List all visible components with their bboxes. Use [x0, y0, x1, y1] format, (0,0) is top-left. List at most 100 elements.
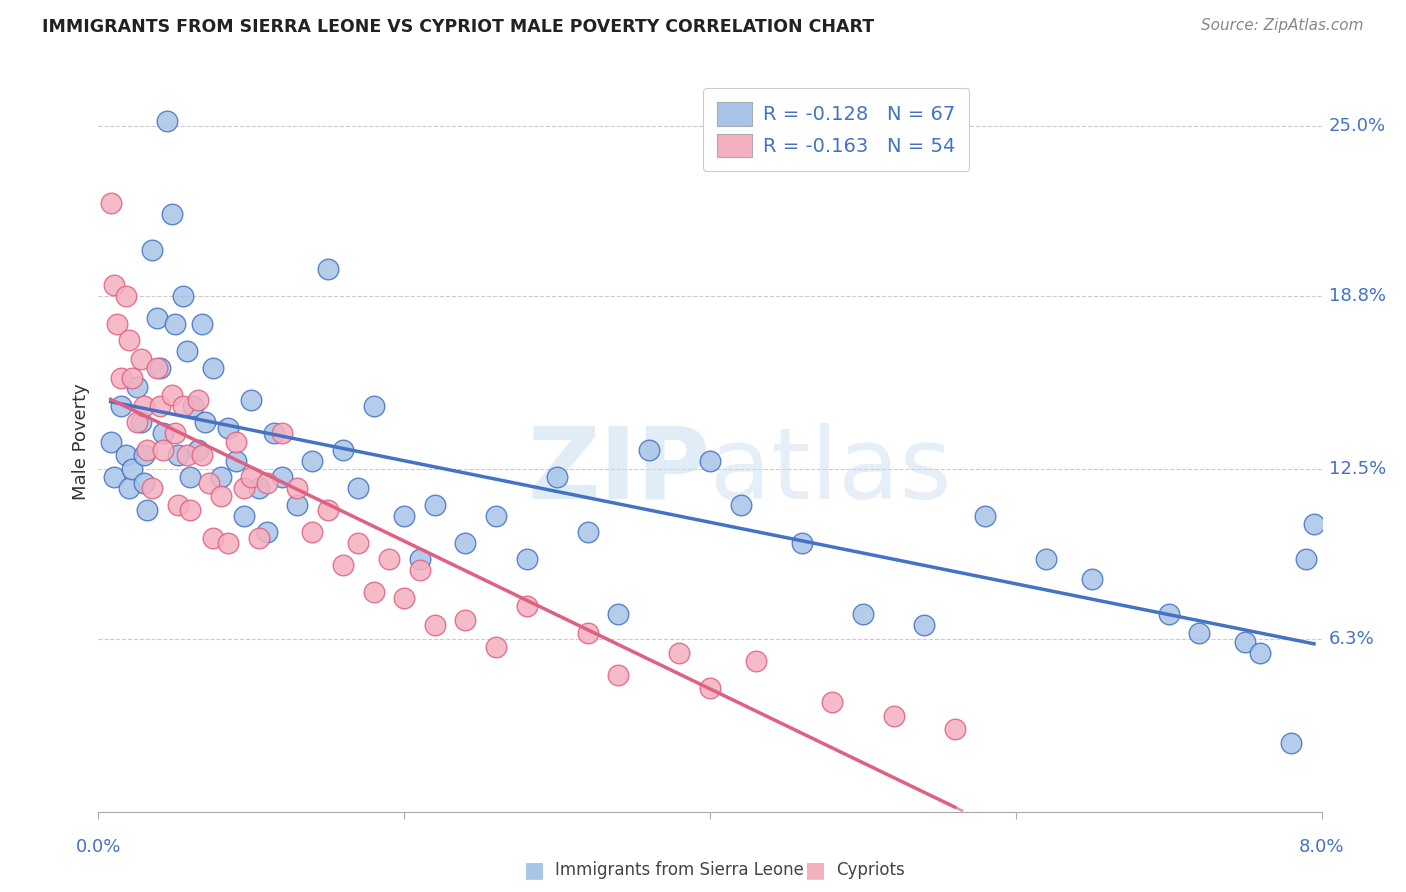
- Point: [852, 607, 875, 622]
- Point: [197, 475, 219, 490]
- Point: [270, 470, 294, 484]
- Point: [160, 207, 183, 221]
- Text: 12.5%: 12.5%: [1329, 460, 1386, 478]
- Point: [516, 552, 538, 566]
- Point: [134, 399, 156, 413]
- Point: [176, 344, 198, 359]
- Point: [136, 442, 159, 457]
- Point: [187, 393, 209, 408]
- Point: [301, 454, 323, 468]
- Point: [172, 399, 194, 413]
- Point: [883, 708, 905, 723]
- Text: 6.3%: 6.3%: [1329, 630, 1375, 648]
- Point: [134, 448, 156, 462]
- Text: Source: ZipAtlas.com: Source: ZipAtlas.com: [1201, 18, 1364, 33]
- Point: [408, 552, 430, 566]
- Point: [179, 470, 201, 484]
- Point: [576, 626, 599, 640]
- Point: [256, 524, 278, 539]
- Point: [912, 618, 935, 632]
- Point: [110, 399, 132, 413]
- Point: [129, 415, 152, 429]
- Point: [191, 448, 214, 462]
- Point: [105, 317, 128, 331]
- Point: [225, 434, 247, 449]
- Point: [118, 333, 141, 347]
- Point: [301, 524, 323, 539]
- Point: [176, 448, 198, 462]
- Point: [115, 448, 138, 462]
- Point: [485, 640, 508, 655]
- Point: [270, 426, 294, 441]
- Point: [974, 508, 997, 523]
- Point: [136, 503, 159, 517]
- Point: [232, 508, 254, 523]
- Point: [103, 278, 125, 293]
- Text: 18.8%: 18.8%: [1329, 287, 1386, 305]
- Point: [247, 531, 270, 545]
- Point: [179, 503, 201, 517]
- Point: [100, 434, 122, 449]
- Point: [152, 426, 174, 441]
- Point: [209, 489, 232, 503]
- Point: [141, 481, 163, 495]
- Point: [247, 481, 270, 495]
- Point: [332, 442, 354, 457]
- Point: [347, 536, 370, 550]
- Point: [730, 498, 752, 512]
- Point: [790, 536, 813, 550]
- Point: [149, 399, 172, 413]
- Point: [225, 454, 247, 468]
- Point: [149, 360, 172, 375]
- Point: [1279, 736, 1302, 750]
- Point: [347, 481, 370, 495]
- Point: [637, 442, 661, 457]
- Point: [172, 289, 194, 303]
- Point: [699, 681, 721, 696]
- Point: [699, 454, 721, 468]
- Point: [745, 654, 768, 668]
- Text: ■: ■: [524, 860, 544, 880]
- Point: [285, 481, 308, 495]
- Text: IMMIGRANTS FROM SIERRA LEONE VS CYPRIOT MALE POVERTY CORRELATION CHART: IMMIGRANTS FROM SIERRA LEONE VS CYPRIOT …: [42, 18, 875, 36]
- Point: [392, 508, 416, 523]
- Text: 0.0%: 0.0%: [76, 838, 121, 856]
- Point: [118, 481, 141, 495]
- Point: [152, 442, 174, 457]
- Point: [1035, 552, 1057, 566]
- Text: 25.0%: 25.0%: [1329, 117, 1386, 136]
- Point: [125, 380, 148, 394]
- Text: ■: ■: [806, 860, 825, 880]
- Point: [217, 536, 239, 550]
- Point: [167, 498, 190, 512]
- Point: [408, 563, 430, 577]
- Point: [256, 475, 278, 490]
- Point: [156, 113, 179, 128]
- Point: [232, 481, 254, 495]
- Point: [181, 399, 204, 413]
- Point: [516, 599, 538, 613]
- Point: [363, 399, 385, 413]
- Point: [1188, 626, 1211, 640]
- Point: [1081, 572, 1104, 586]
- Point: [191, 317, 214, 331]
- Point: [821, 695, 844, 709]
- Point: [285, 498, 308, 512]
- Point: [163, 317, 186, 331]
- Text: Cypriots: Cypriots: [837, 861, 905, 879]
- Point: [1234, 634, 1257, 648]
- Point: [240, 393, 263, 408]
- Point: [316, 261, 339, 276]
- Point: [217, 421, 239, 435]
- Point: [115, 289, 138, 303]
- Point: [160, 388, 183, 402]
- Y-axis label: Male Poverty: Male Poverty: [72, 384, 90, 500]
- Point: [121, 371, 143, 385]
- Point: [1303, 516, 1326, 531]
- Point: [202, 360, 225, 375]
- Point: [607, 607, 630, 622]
- Point: [485, 508, 508, 523]
- Point: [1249, 646, 1271, 660]
- Point: [546, 470, 568, 484]
- Point: [316, 503, 339, 517]
